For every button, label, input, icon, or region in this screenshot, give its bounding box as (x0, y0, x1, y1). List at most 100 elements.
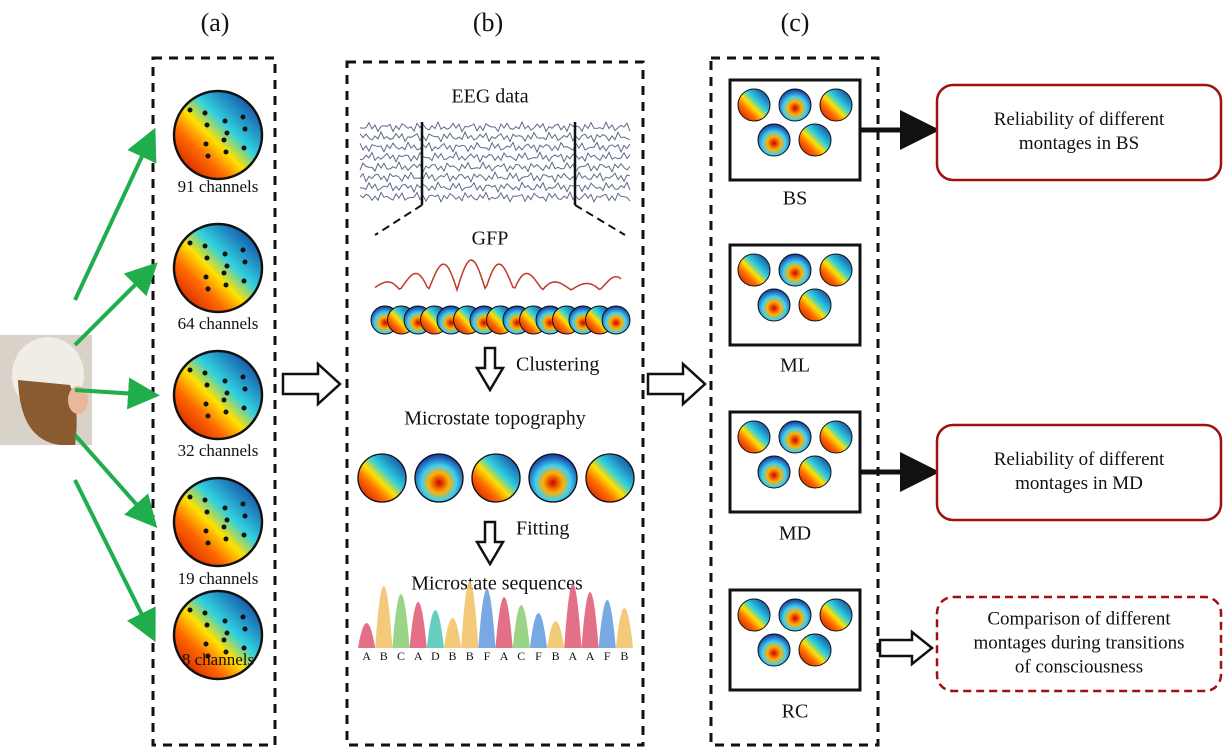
electrode (223, 619, 228, 624)
electrode (224, 410, 229, 415)
sequence-letter: A (414, 649, 423, 663)
electrode (241, 375, 246, 380)
electrode (243, 387, 248, 392)
topomap (738, 599, 770, 631)
sequence-peak (496, 597, 513, 648)
topomap (820, 254, 852, 286)
outcome-text: Comparison of different (987, 608, 1171, 629)
outcome-text: montages during transitions (973, 632, 1184, 653)
electrode (188, 108, 193, 113)
topomap (174, 478, 262, 566)
sequence-letter: B (552, 649, 560, 663)
sequence-letter: B (380, 649, 388, 663)
eeg-trace (360, 122, 630, 132)
topomap (174, 91, 262, 179)
sequence-letter: F (535, 649, 542, 663)
electrode (243, 627, 248, 632)
electrode (204, 642, 209, 647)
electrode (222, 638, 227, 643)
eeg-trace (360, 182, 630, 192)
sequence-letter: B (620, 649, 628, 663)
electrode (241, 248, 246, 253)
channel-label: 91 channels (178, 177, 259, 196)
electrode (206, 154, 211, 159)
electrode (225, 518, 230, 523)
electrode (223, 252, 228, 257)
topomap (758, 124, 790, 156)
sequences-label: Microstate sequences (411, 573, 583, 595)
topomap (799, 289, 831, 321)
electrode (225, 264, 230, 269)
electrode (224, 283, 229, 288)
sequence-letter: D (431, 649, 440, 663)
channel-label: 64 channels (178, 314, 259, 333)
electrode (241, 502, 246, 507)
electrode (242, 533, 247, 538)
figure: (a)(b)(c)91 channels64 channels32 channe… (0, 0, 1225, 749)
electrode (205, 623, 210, 628)
electrode (223, 119, 228, 124)
sequence-letter: B (449, 649, 457, 663)
topomap (820, 421, 852, 453)
topomap (758, 456, 790, 488)
channel-label: 32 channels (178, 441, 259, 460)
topomap (738, 254, 770, 286)
topography-label: Microstate topography (404, 408, 586, 430)
sequence-peak (513, 605, 530, 648)
topomap (472, 454, 520, 502)
topomap (602, 306, 630, 334)
electrode (205, 510, 210, 515)
electrode (188, 495, 193, 500)
panel-label: (b) (473, 8, 503, 37)
electrode (222, 525, 227, 530)
topomap (174, 351, 262, 439)
electrode (222, 398, 227, 403)
topomap (779, 599, 811, 631)
channel-label: 19 channels (178, 569, 259, 588)
sequence-peak (616, 608, 633, 648)
sequence-letter: A (362, 649, 371, 663)
clustering-label: Clustering (516, 354, 599, 376)
electrode (225, 631, 230, 636)
electrode (224, 537, 229, 542)
electrode (203, 244, 208, 249)
sequence-letter: A (586, 649, 595, 663)
electrode (203, 111, 208, 116)
sequence-peak (599, 600, 616, 648)
sequence-letter: C (517, 649, 525, 663)
group-label: MD (779, 523, 811, 545)
electrode (188, 608, 193, 613)
topomap (799, 456, 831, 488)
electrode (204, 142, 209, 147)
electrode (222, 138, 227, 143)
electrode (203, 371, 208, 376)
topomap (529, 454, 577, 502)
topomap (586, 454, 634, 502)
electrode (225, 131, 230, 136)
sequence-peak (444, 618, 461, 648)
sequence-letter: C (397, 649, 405, 663)
electrode (243, 127, 248, 132)
electrode (188, 368, 193, 373)
electrode (206, 414, 211, 419)
outcome-text: of consciousness (1015, 656, 1143, 677)
green-arrow (75, 480, 152, 635)
sequence-letter: F (604, 649, 611, 663)
green-arrow (75, 435, 152, 522)
topomap (738, 89, 770, 121)
electrode (204, 529, 209, 534)
electrode (206, 541, 211, 546)
group-label: ML (780, 355, 810, 377)
outcome-text: Reliability of different (994, 449, 1165, 470)
gfp-label: GFP (472, 228, 509, 250)
electrode (242, 146, 247, 151)
electrode (225, 391, 230, 396)
outcome-text: Reliability of different (994, 109, 1165, 130)
sequence-peak (427, 610, 444, 648)
electrode (242, 279, 247, 284)
outcome-text: montages in BS (1019, 133, 1139, 154)
electrode (204, 275, 209, 280)
channel-label: 8 channels (182, 650, 254, 669)
topomap (738, 421, 770, 453)
panel-label: (c) (781, 8, 810, 37)
